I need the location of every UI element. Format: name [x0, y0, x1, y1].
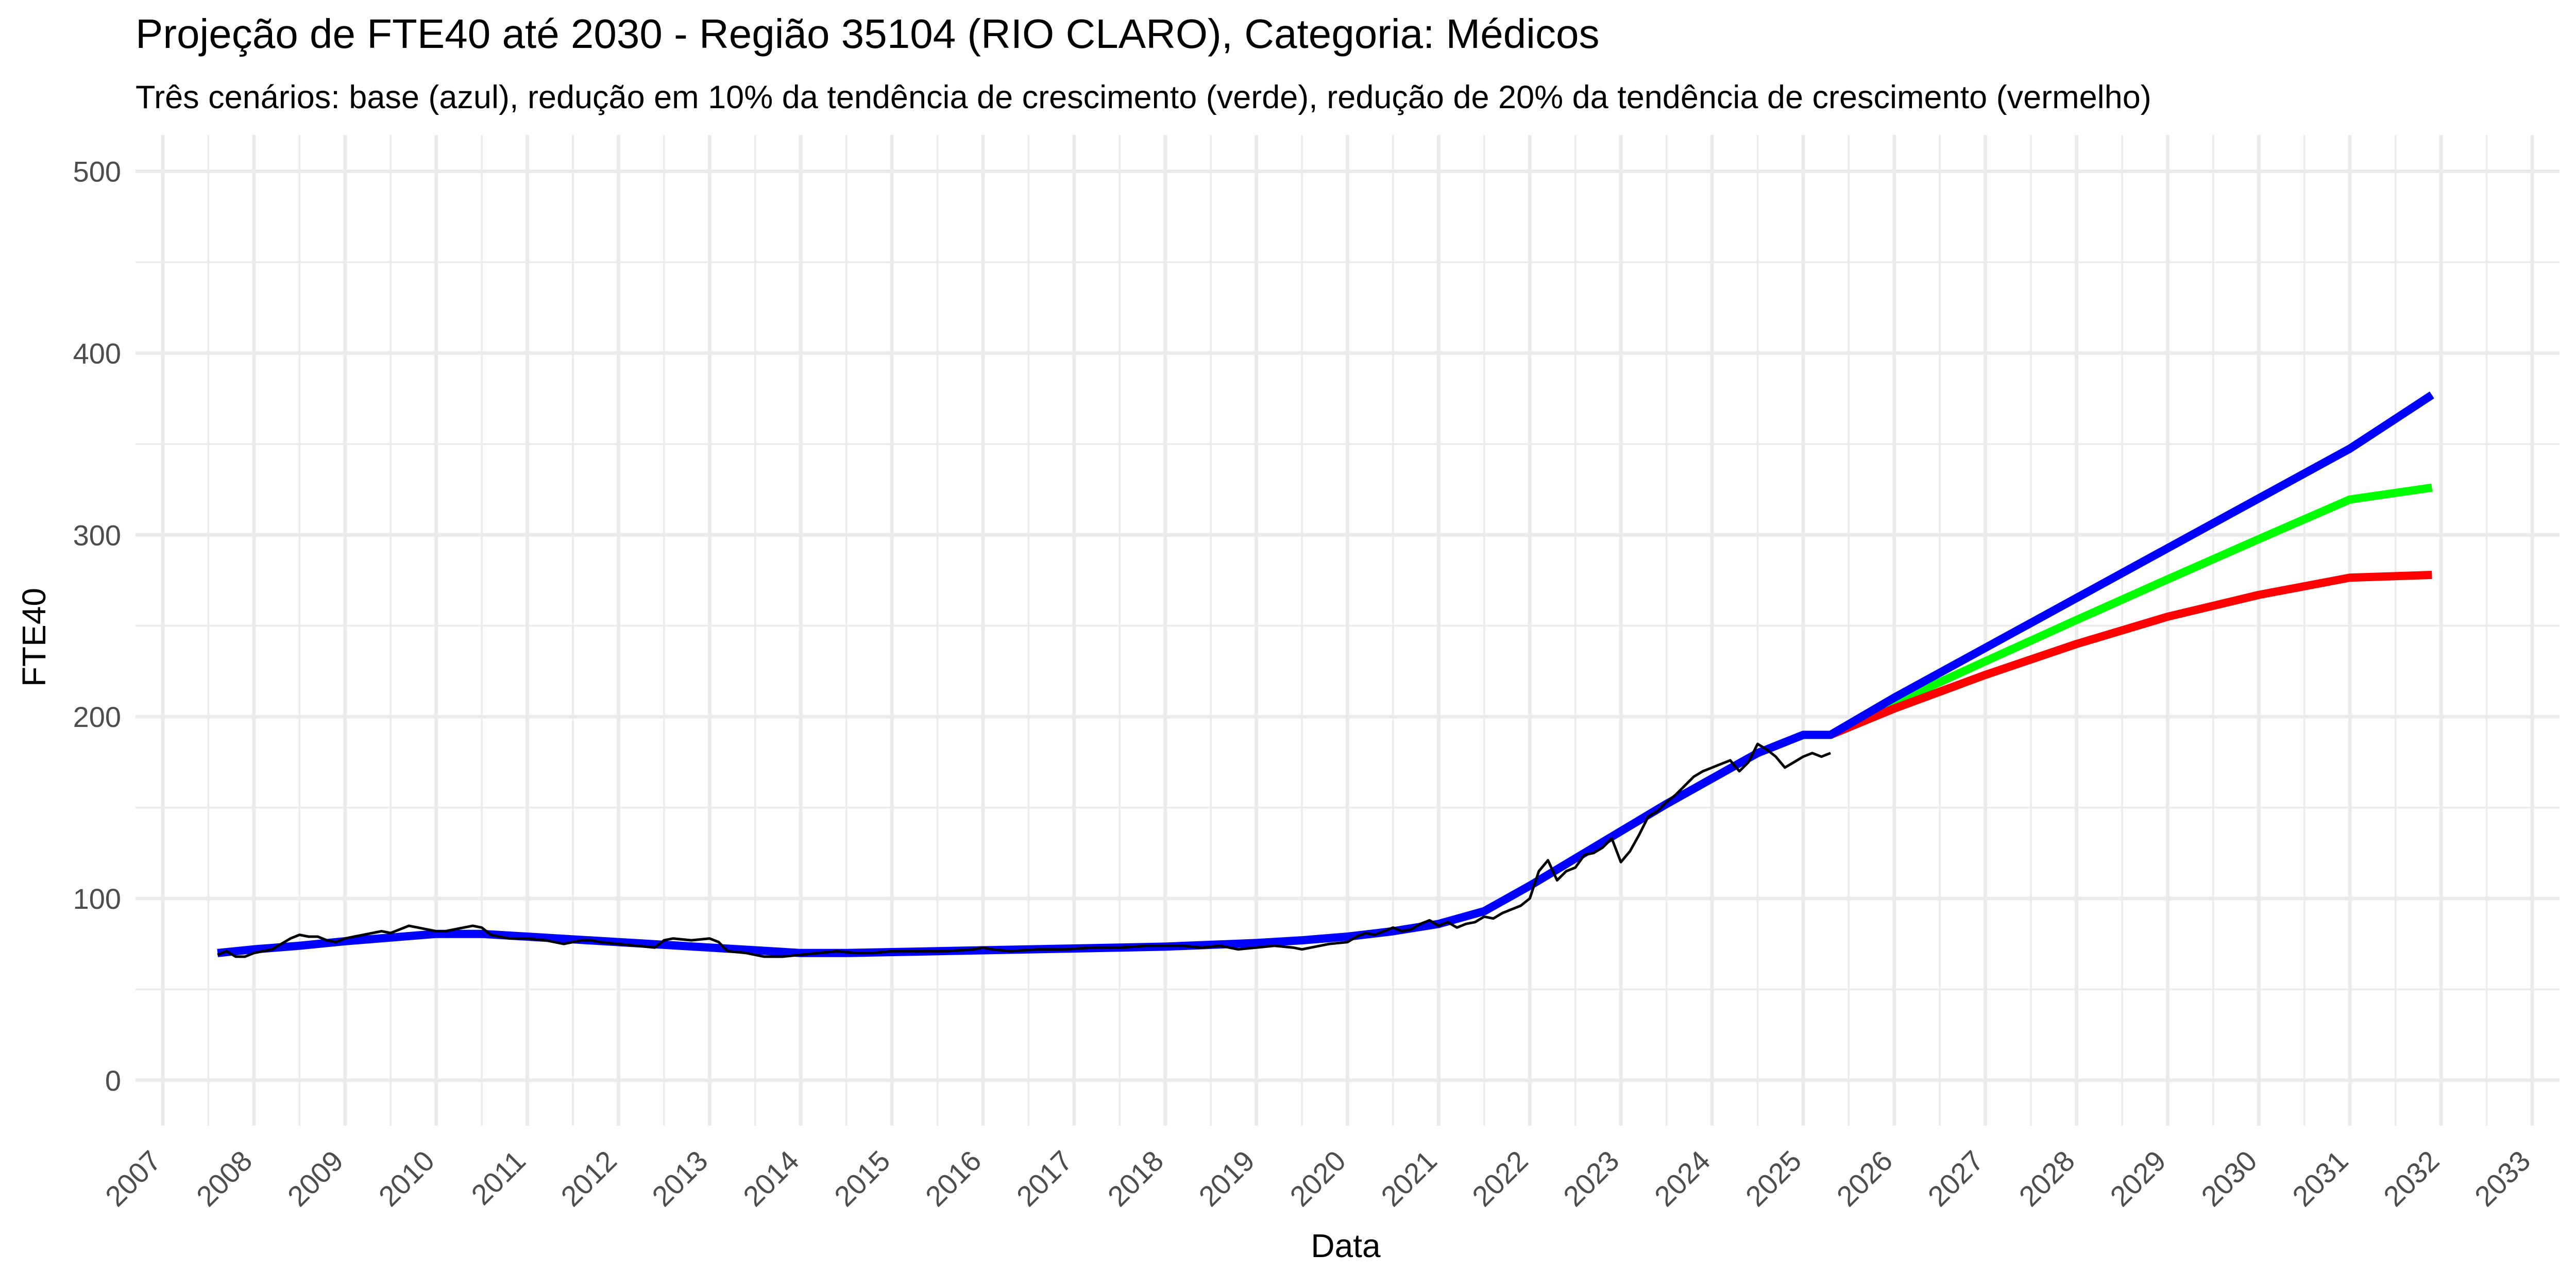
chart-title: Projeção de FTE40 até 2030 - Região 3510… [135, 11, 1599, 57]
y-tick-label: 200 [73, 701, 121, 733]
y-tick-label: 100 [73, 883, 121, 915]
y-tick-labels: 0 100 200 300 400 500 [73, 156, 121, 1097]
grid-minor [135, 135, 2560, 1126]
y-tick-label: 0 [105, 1064, 121, 1097]
y-axis-label: FTE40 [15, 588, 53, 687]
grid-major [135, 135, 2560, 1126]
y-tick-label: 300 [73, 519, 121, 551]
series-red-line [1828, 570, 2432, 739]
y-tick-label: 400 [73, 337, 121, 369]
series-layer [217, 391, 2434, 958]
y-tick-label: 500 [73, 156, 121, 188]
x-axis-label: Data [1311, 1227, 1381, 1264]
series-green-line [1828, 483, 2433, 739]
chart-subtitle: Três cenários: base (azul), redução em 1… [135, 79, 2151, 115]
series-observed-line [217, 742, 1831, 958]
